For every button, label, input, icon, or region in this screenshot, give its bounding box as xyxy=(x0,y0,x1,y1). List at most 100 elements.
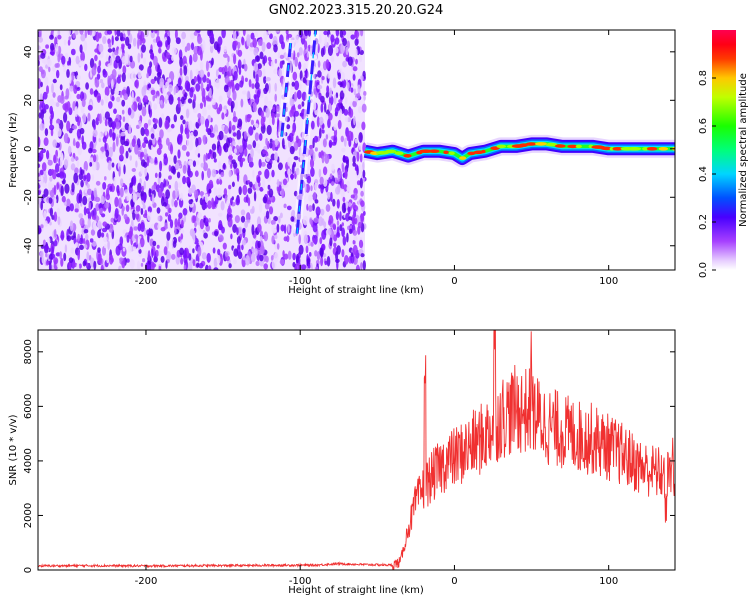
noise-speck xyxy=(45,260,50,266)
noise-speck xyxy=(109,57,113,66)
noise-speck xyxy=(207,200,212,210)
noise-speck xyxy=(243,140,248,150)
noise-speck xyxy=(178,236,181,243)
noise-speck xyxy=(55,102,60,108)
noise-speck xyxy=(318,168,322,178)
noise-speck xyxy=(282,178,288,186)
noise-speck xyxy=(158,250,164,257)
noise-speck xyxy=(333,124,338,131)
noise-speck xyxy=(131,138,136,148)
noise-speck xyxy=(347,202,352,207)
noise-speck xyxy=(269,138,273,143)
noise-speck xyxy=(114,36,119,42)
noise-speck xyxy=(158,47,162,54)
noise-speck xyxy=(238,145,243,153)
hotspot xyxy=(609,147,615,151)
noise-speck xyxy=(59,84,63,91)
noise-speck xyxy=(118,154,124,162)
noise-speck xyxy=(273,216,278,222)
noise-speck xyxy=(257,38,263,46)
noise-speck xyxy=(52,78,57,84)
noise-speck xyxy=(237,35,242,41)
noise-speck xyxy=(163,178,167,187)
noise-speck xyxy=(51,83,54,94)
noise-speck xyxy=(198,262,204,269)
noise-speck xyxy=(72,125,78,130)
noise-speck xyxy=(190,42,195,51)
noise-speck xyxy=(348,30,354,35)
noise-speck xyxy=(272,106,276,113)
noise-speck xyxy=(131,90,134,102)
noise-speck xyxy=(50,42,55,51)
noise-speck xyxy=(241,37,245,46)
noise-speck xyxy=(241,90,247,95)
snr-series xyxy=(38,330,675,570)
noise-speck xyxy=(100,196,106,205)
noise-speck xyxy=(342,37,347,47)
snr-y-tick-label: 6000 xyxy=(23,394,34,419)
noise-speck xyxy=(197,246,202,257)
noise-speck xyxy=(38,163,41,168)
noise-speck xyxy=(256,89,261,98)
noise-speck xyxy=(129,55,133,63)
noise-speck xyxy=(354,138,359,144)
noise-speck xyxy=(350,34,356,40)
noise-speck xyxy=(252,37,257,48)
noise-speck xyxy=(318,92,322,100)
noise-speck xyxy=(200,82,204,92)
noise-speck xyxy=(49,221,52,226)
hotspot xyxy=(448,151,455,155)
noise-speck xyxy=(333,242,337,248)
noise-speck xyxy=(211,143,217,151)
noise-speck xyxy=(138,30,142,36)
noise-speck xyxy=(49,124,55,131)
noise-speck xyxy=(51,30,54,35)
noise-speck xyxy=(327,118,331,129)
noise-speck xyxy=(269,142,273,149)
noise-speck xyxy=(45,44,49,49)
noise-speck xyxy=(188,187,193,195)
noise-speck xyxy=(40,81,43,88)
noise-speck xyxy=(136,192,140,198)
noise-speck xyxy=(218,95,223,103)
noise-speck xyxy=(337,72,341,80)
noise-speck xyxy=(53,228,57,238)
noise-speck xyxy=(314,266,319,270)
noise-speck xyxy=(182,175,187,185)
noise-speck xyxy=(149,158,154,164)
noise-speck xyxy=(328,215,334,224)
noise-speck xyxy=(114,49,119,56)
noise-speck xyxy=(38,225,42,235)
noise-speck xyxy=(119,90,123,98)
noise-speck xyxy=(90,229,96,236)
noise-speck xyxy=(46,85,49,95)
noise-speck xyxy=(267,100,273,110)
noise-speck xyxy=(335,92,339,99)
noise-speck xyxy=(330,55,335,63)
noise-speck xyxy=(167,78,172,83)
noise-speck xyxy=(143,57,146,65)
noise-speck xyxy=(352,74,356,81)
noise-speck xyxy=(73,138,76,147)
noise-speck xyxy=(135,205,141,212)
snr-x-ticks: -200 -100 0 100 xyxy=(135,330,618,587)
noise-speck xyxy=(295,262,300,270)
noise-speck xyxy=(205,152,208,161)
noise-speck xyxy=(354,164,359,172)
noise-speck xyxy=(140,221,145,233)
noise-speck xyxy=(188,261,193,270)
noise-speck xyxy=(237,118,243,127)
noise-speck xyxy=(127,30,131,36)
noise-speck xyxy=(162,85,167,95)
noise-speck xyxy=(332,77,337,89)
noise-speck xyxy=(184,80,190,91)
noise-speck xyxy=(102,70,108,78)
noise-speck xyxy=(341,162,344,170)
noise-speck xyxy=(137,52,141,63)
noise-speck xyxy=(165,189,171,200)
noise-speck xyxy=(121,99,126,107)
noise-speck xyxy=(147,250,151,262)
noise-speck xyxy=(334,37,340,45)
noise-speck xyxy=(256,223,262,233)
noise-speck xyxy=(121,109,125,115)
